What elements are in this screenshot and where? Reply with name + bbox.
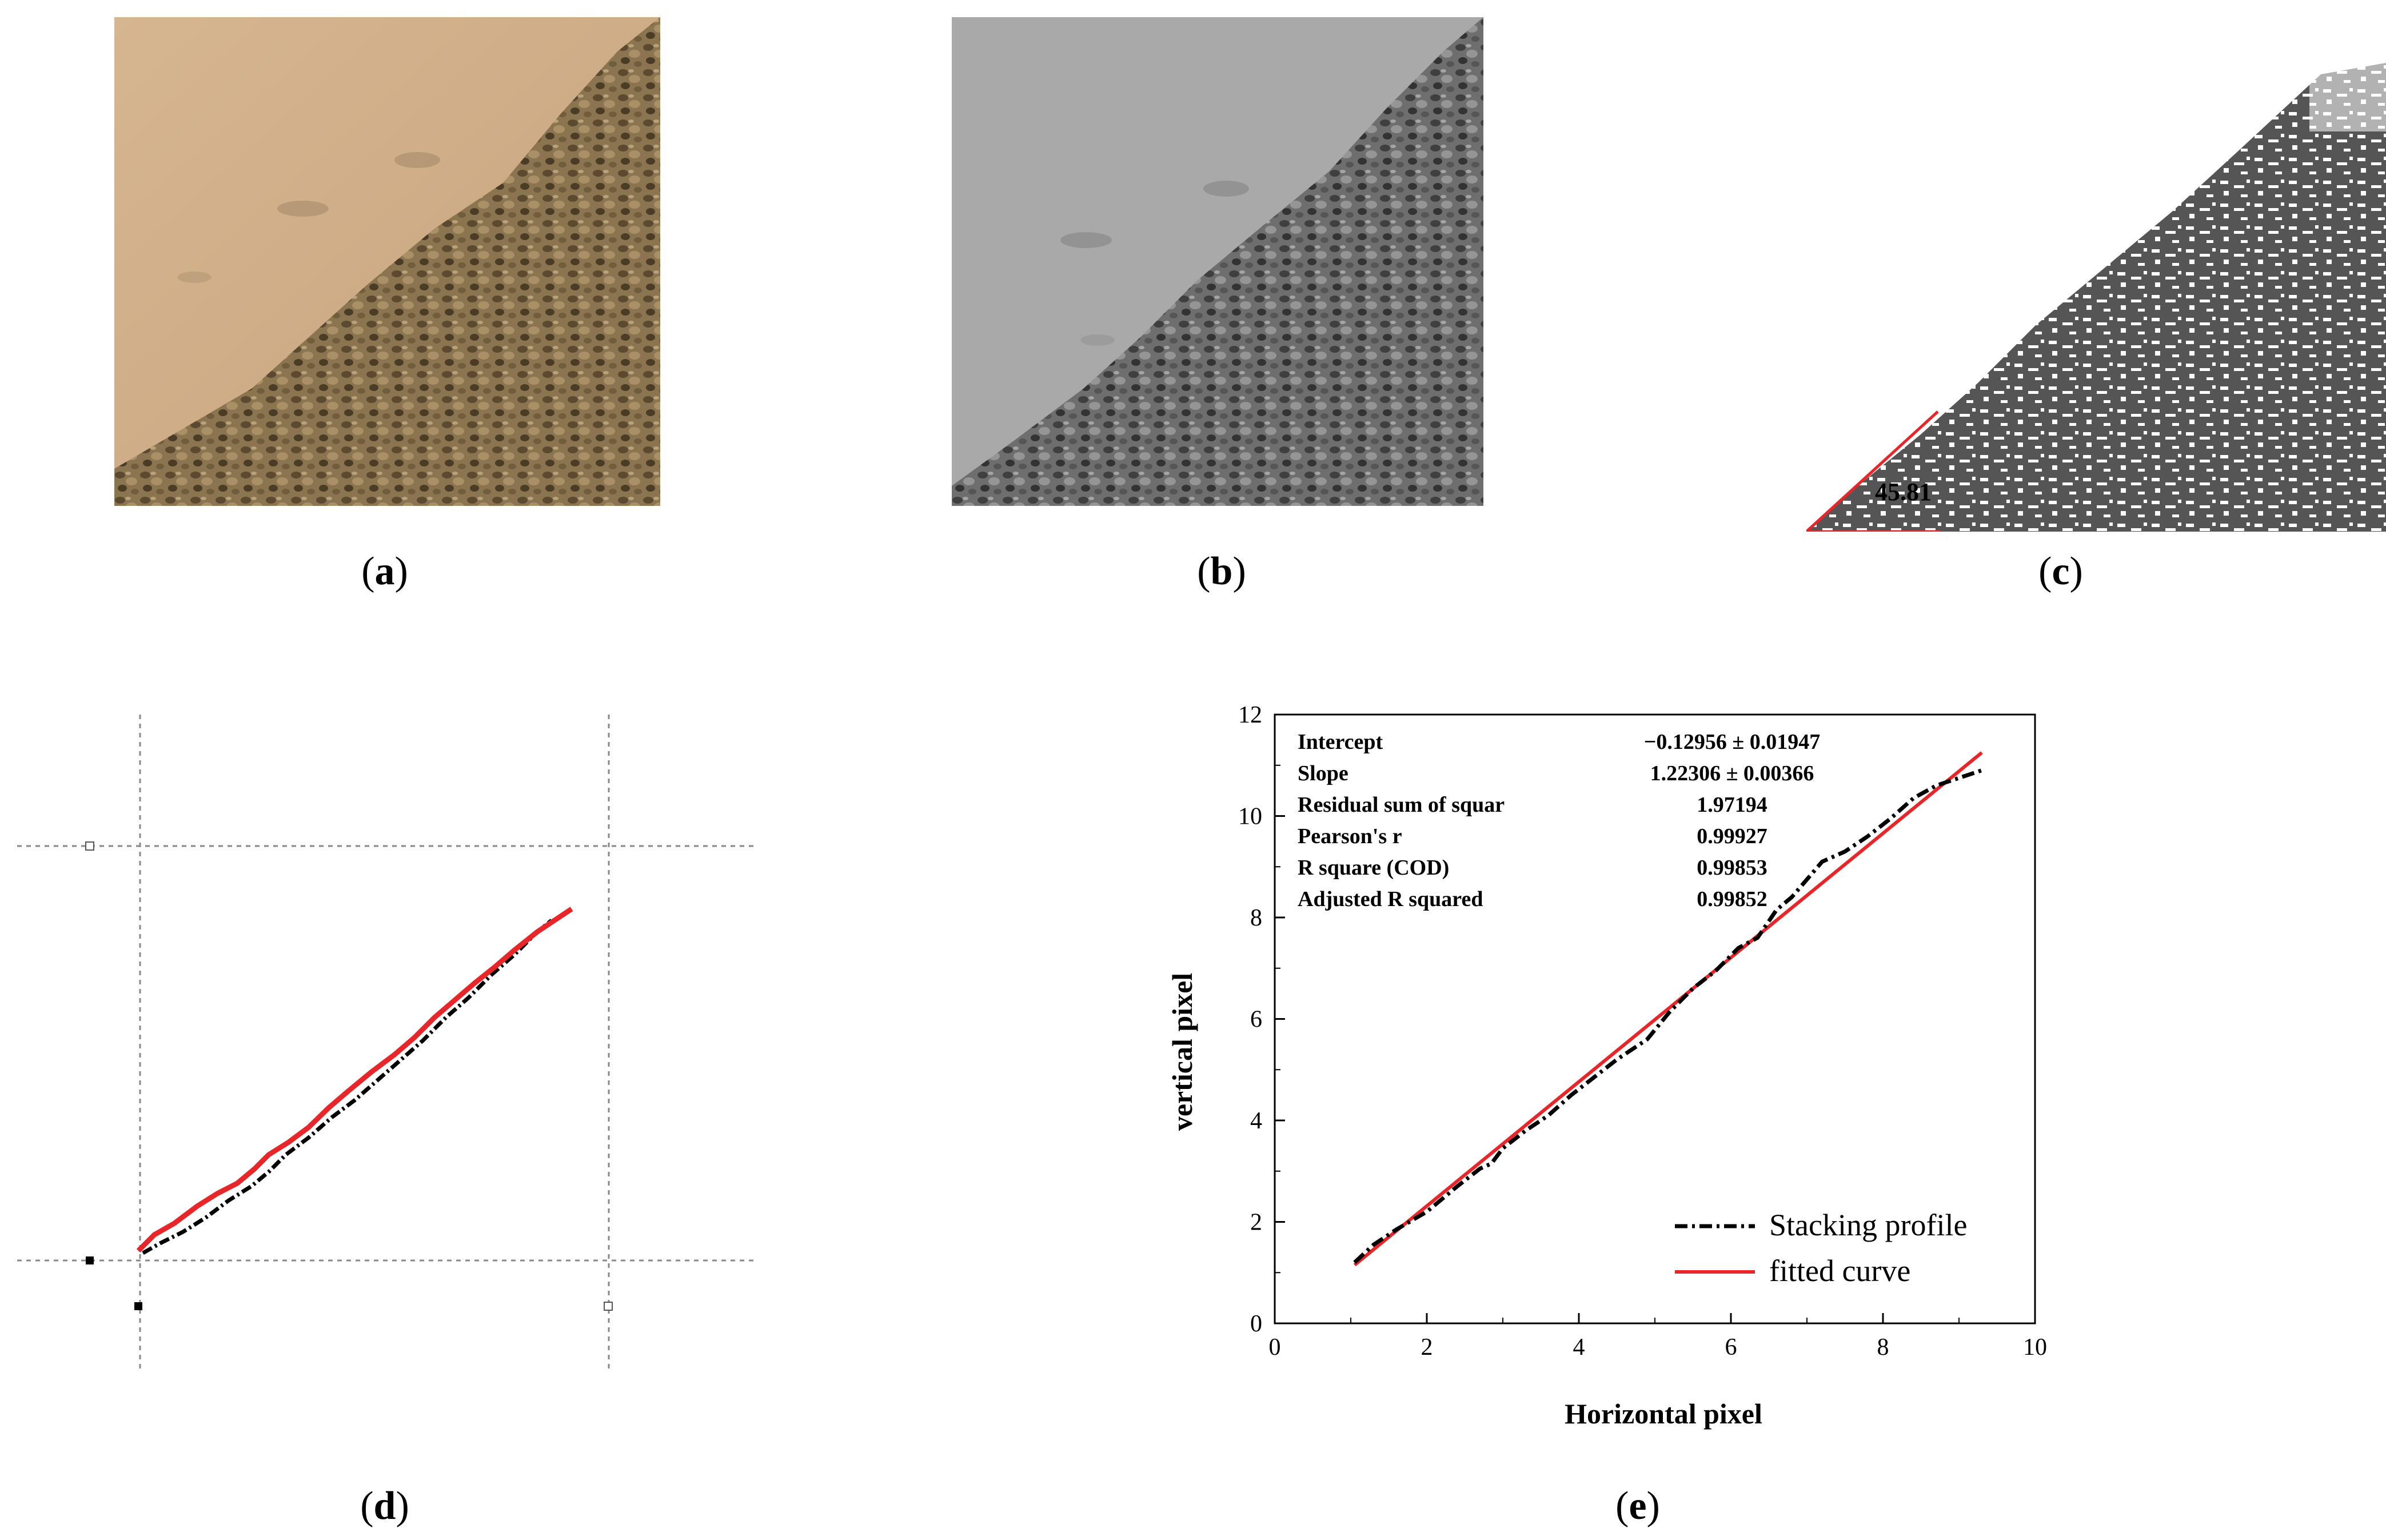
- legend-label: Stacking profile: [1769, 1208, 1967, 1242]
- y-tick-label: 12: [1238, 702, 1262, 728]
- panel-e-chart: 0 2 4 6 8 10 0 2 4 6 8 10 12 Intercept −0.12956 ± 0.…: [1166, 702, 2047, 1430]
- x-tick-label: 4: [1573, 1334, 1585, 1361]
- angle-line: [1806, 410, 1939, 532]
- x-axis-label: Horizontal pixel: [1565, 1398, 1762, 1430]
- panel-label-d: (d): [360, 1484, 409, 1528]
- panel-letter-b: b: [1210, 549, 1233, 593]
- stat-label: Slope: [1298, 761, 1348, 785]
- panel-letter-c: c: [2052, 549, 2070, 593]
- y-tick-label: 2: [1250, 1210, 1262, 1236]
- panel-letter-d: d: [373, 1484, 396, 1528]
- stat-label: Intercept: [1298, 730, 1383, 754]
- x-tick-label: 6: [1725, 1334, 1737, 1361]
- y-tick-label: 0: [1250, 1311, 1262, 1337]
- fitted-curve-line: [1353, 751, 1983, 1267]
- panel-d-profile: [17, 715, 757, 1372]
- stat-value: 0.99853: [1697, 856, 1767, 880]
- stat-value: 0.99852: [1697, 887, 1767, 911]
- panel-label-e: (e): [1615, 1484, 1660, 1528]
- stat-label: Pearson's r: [1298, 824, 1402, 848]
- panel-letter-a: a: [374, 549, 395, 593]
- series-layer: [1353, 751, 1983, 1267]
- y-tick-label: 6: [1250, 1007, 1262, 1033]
- y-tick-label: 8: [1250, 905, 1262, 931]
- stat-value: 0.99927: [1697, 824, 1767, 848]
- panel-c-binary: 45.81: [1806, 63, 2386, 532]
- stat-label: Adjusted R squared: [1298, 887, 1483, 911]
- panel-label-a: (a): [361, 549, 408, 593]
- y-tick-label: 4: [1250, 1108, 1262, 1134]
- panel-label-c: (c): [2038, 549, 2083, 593]
- stat-label: Residual sum of squar: [1298, 793, 1505, 817]
- x-tick-label: 0: [1269, 1334, 1281, 1361]
- x-tick-label: 10: [2023, 1334, 2047, 1361]
- stat-value: −0.12956 ± 0.01947: [1644, 730, 1821, 754]
- x-axis-ticks: 0 2 4 6 8 10: [1269, 1313, 2047, 1361]
- panel-a-photo: [114, 17, 660, 506]
- stat-value: 1.97194: [1697, 793, 1767, 817]
- panel-label-b: (b): [1197, 549, 1246, 593]
- legend: Stacking profile fitted curve: [1675, 1208, 1967, 1288]
- y-axis-ticks: 0 2 4 6 8 10 12: [1238, 702, 1285, 1337]
- handle-bottom-corner[interactable]: [134, 1302, 142, 1310]
- panel-letter-e: e: [1629, 1484, 1647, 1528]
- profile-trace-black: [142, 919, 553, 1255]
- handle-top-left[interactable]: [85, 841, 94, 851]
- profile-trace-red: [136, 907, 573, 1253]
- handle-bottom-right[interactable]: [604, 1302, 613, 1311]
- angle-value: 45.81: [1875, 478, 1932, 506]
- legend-label: fitted curve: [1769, 1254, 1910, 1288]
- stacking-profile-line: [1353, 768, 1983, 1264]
- fit-statistics-table: Intercept −0.12956 ± 0.01947 Slope 1.22306 …: [1298, 730, 1820, 911]
- handle-bottom-left[interactable]: [86, 1256, 94, 1264]
- x-tick-label: 2: [1421, 1334, 1433, 1361]
- x-tick-label: 8: [1877, 1334, 1889, 1361]
- y-tick-label: 10: [1238, 804, 1262, 830]
- y-axis-label: vertical pixel: [1166, 973, 1198, 1131]
- panel-b-photo: [952, 17, 1483, 506]
- stat-label: R square (COD): [1298, 856, 1449, 880]
- stat-value: 1.22306 ± 0.00366: [1650, 761, 1814, 785]
